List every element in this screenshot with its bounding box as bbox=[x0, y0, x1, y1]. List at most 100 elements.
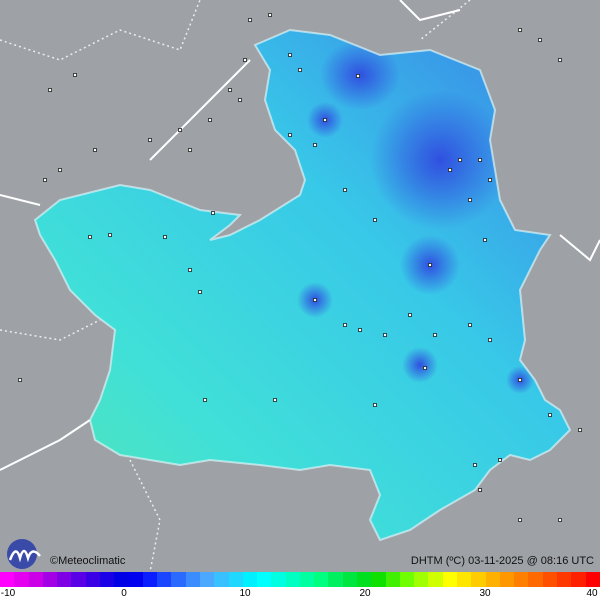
station-marker bbox=[273, 398, 277, 402]
color-step bbox=[485, 572, 500, 587]
color-step bbox=[357, 572, 372, 587]
color-step bbox=[585, 572, 600, 587]
station-marker bbox=[356, 74, 360, 78]
timestamp-label: 03-11-2025 @ 08:16 UTC bbox=[468, 555, 594, 567]
station-marker bbox=[18, 378, 22, 382]
tick-label: 30 bbox=[479, 588, 491, 599]
color-step bbox=[71, 572, 86, 587]
station-marker bbox=[358, 328, 362, 332]
station-marker bbox=[93, 148, 97, 152]
station-marker bbox=[288, 133, 292, 137]
station-marker bbox=[48, 88, 52, 92]
color-step bbox=[42, 572, 58, 587]
color-step bbox=[242, 572, 258, 587]
station-marker bbox=[228, 88, 232, 92]
station-marker bbox=[208, 118, 212, 122]
color-step bbox=[342, 572, 358, 587]
station-marker bbox=[518, 518, 522, 522]
tick-label: 40 bbox=[586, 588, 598, 599]
station-marker bbox=[343, 188, 347, 192]
station-marker bbox=[88, 235, 92, 239]
color-step bbox=[528, 572, 543, 587]
station-marker bbox=[428, 263, 432, 267]
color-step bbox=[299, 572, 315, 587]
station-marker bbox=[313, 298, 317, 302]
station-marker bbox=[408, 313, 412, 317]
station-marker bbox=[458, 158, 462, 162]
color-step bbox=[157, 572, 172, 587]
station-marker bbox=[73, 73, 77, 77]
variable-label: DHTM (ºC) bbox=[410, 555, 466, 567]
station-marker bbox=[248, 18, 252, 22]
station-marker bbox=[58, 168, 62, 172]
color-step bbox=[542, 572, 557, 587]
station-marker bbox=[313, 143, 317, 147]
color-step bbox=[228, 572, 243, 587]
station-marker bbox=[488, 338, 492, 342]
station-marker bbox=[538, 38, 542, 42]
station-marker bbox=[518, 28, 522, 32]
station-marker bbox=[148, 138, 152, 142]
color-step bbox=[185, 572, 200, 587]
color-step bbox=[271, 572, 286, 587]
station-marker bbox=[188, 148, 192, 152]
station-marker bbox=[468, 198, 472, 202]
station-marker bbox=[298, 68, 302, 72]
station-marker bbox=[383, 333, 387, 337]
map-timestamp: DHTM (ºC) 03-11-2025 @ 08:16 UTC bbox=[411, 555, 594, 567]
station-marker bbox=[188, 268, 192, 272]
station-marker bbox=[468, 323, 472, 327]
station-marker bbox=[448, 168, 452, 172]
tick-label: 0 bbox=[121, 588, 127, 599]
color-step bbox=[571, 572, 586, 587]
color-step bbox=[556, 572, 572, 587]
weather-stations bbox=[18, 13, 582, 522]
borders-solid bbox=[0, 0, 600, 471]
color-step bbox=[28, 572, 43, 587]
station-marker bbox=[288, 53, 292, 57]
color-step bbox=[414, 572, 429, 587]
color-step bbox=[442, 572, 457, 587]
color-step bbox=[285, 572, 300, 587]
color-step bbox=[99, 572, 115, 587]
color-step bbox=[14, 572, 29, 587]
color-step bbox=[328, 572, 343, 587]
borders bbox=[0, 0, 471, 572]
color-step bbox=[371, 572, 386, 587]
color-step bbox=[0, 572, 15, 587]
color-scale-bar bbox=[0, 572, 600, 587]
station-marker bbox=[178, 128, 182, 132]
color-step bbox=[199, 572, 215, 587]
color-step bbox=[399, 572, 415, 587]
temperature-map bbox=[0, 0, 600, 572]
station-marker bbox=[163, 235, 167, 239]
station-marker bbox=[473, 463, 477, 467]
station-marker bbox=[343, 323, 347, 327]
color-scale-ticks: -10 0 10 20 30 40 bbox=[0, 587, 600, 607]
color-step bbox=[257, 572, 272, 587]
color-step bbox=[171, 572, 186, 587]
station-marker bbox=[203, 398, 207, 402]
station-marker bbox=[483, 238, 487, 242]
station-marker bbox=[548, 413, 552, 417]
station-marker bbox=[518, 378, 522, 382]
tick-label: -10 bbox=[0, 588, 16, 599]
station-marker bbox=[433, 333, 437, 337]
station-marker bbox=[558, 58, 562, 62]
station-marker bbox=[558, 518, 562, 522]
station-marker bbox=[498, 458, 502, 462]
color-step bbox=[142, 572, 158, 587]
color-step bbox=[457, 572, 472, 587]
meteoclimatic-logo bbox=[7, 539, 41, 569]
color-step bbox=[428, 572, 443, 587]
color-step bbox=[85, 572, 100, 587]
station-marker bbox=[238, 98, 242, 102]
color-step bbox=[128, 572, 143, 587]
station-marker bbox=[323, 118, 327, 122]
station-marker bbox=[478, 158, 482, 162]
station-marker bbox=[243, 58, 247, 62]
color-step bbox=[471, 572, 486, 587]
station-marker bbox=[211, 211, 215, 215]
color-step bbox=[314, 572, 329, 587]
station-marker bbox=[268, 13, 272, 17]
